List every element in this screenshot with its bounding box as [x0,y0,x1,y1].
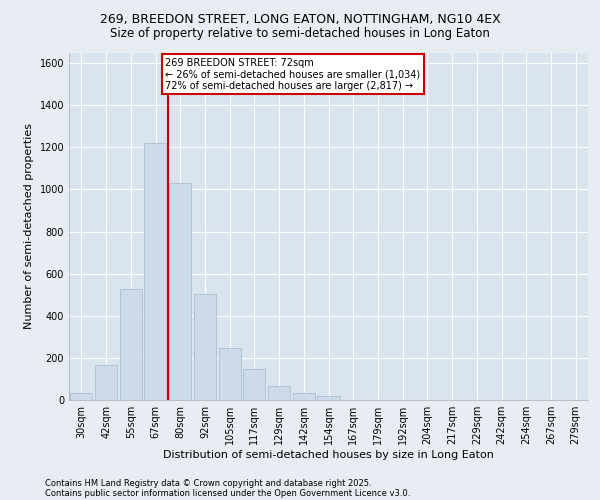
Bar [243,370,265,400]
Y-axis label: Number of semi-detached properties: Number of semi-detached properties [24,123,34,329]
Text: Contains HM Land Registry data © Crown copyright and database right 2025.: Contains HM Land Registry data © Crown c… [45,478,371,488]
Bar [119,290,142,400]
Text: Contains public sector information licensed under the Open Government Licence v3: Contains public sector information licen… [45,488,410,498]
Bar [317,396,340,400]
Bar [268,386,290,400]
Bar [218,348,241,400]
Text: Size of property relative to semi-detached houses in Long Eaton: Size of property relative to semi-detach… [110,28,490,40]
Bar [70,392,92,400]
Text: 269, BREEDON STREET, LONG EATON, NOTTINGHAM, NG10 4EX: 269, BREEDON STREET, LONG EATON, NOTTING… [100,12,500,26]
Text: 269 BREEDON STREET: 72sqm
← 26% of semi-detached houses are smaller (1,034)
72% : 269 BREEDON STREET: 72sqm ← 26% of semi-… [166,58,421,91]
Bar [145,143,167,400]
Bar [95,365,117,400]
Bar [194,294,216,400]
Bar [169,183,191,400]
Bar [293,392,315,400]
X-axis label: Distribution of semi-detached houses by size in Long Eaton: Distribution of semi-detached houses by … [163,450,494,460]
